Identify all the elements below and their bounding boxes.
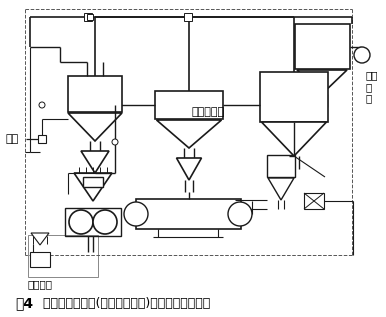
Bar (87, 14, 93, 20)
Bar (260, 72, 328, 122)
Bar (83, 177, 103, 187)
Text: 冷风: 冷风 (5, 134, 18, 144)
Polygon shape (74, 173, 112, 201)
Text: 入水
泥
库: 入水 泥 库 (365, 70, 378, 104)
Circle shape (354, 47, 370, 63)
Circle shape (93, 210, 117, 234)
Polygon shape (297, 70, 347, 94)
Circle shape (124, 202, 148, 226)
Bar (30, 252, 50, 267)
Bar (267, 155, 295, 177)
Text: 辊压机和球磨机(带涡流选粉机)联合粉磨系统流程: 辊压机和球磨机(带涡流选粉机)联合粉磨系统流程 (35, 297, 210, 310)
Bar (184, 13, 192, 21)
Text: 自配料站: 自配料站 (28, 279, 53, 289)
Text: 图4: 图4 (15, 296, 33, 310)
Bar (155, 91, 223, 119)
Bar (295, 24, 350, 69)
Text: 涡流选粉机: 涡流选粉机 (192, 107, 225, 117)
Circle shape (112, 139, 118, 145)
Circle shape (39, 102, 45, 108)
Polygon shape (176, 158, 201, 180)
Bar (136, 199, 241, 229)
Polygon shape (261, 122, 327, 156)
Polygon shape (68, 113, 122, 141)
Bar (84, 13, 92, 21)
Polygon shape (81, 151, 109, 173)
Bar (68, 76, 122, 112)
Bar (28, 235, 98, 277)
Polygon shape (156, 120, 222, 148)
Bar (65, 208, 121, 236)
Bar (304, 193, 324, 209)
Polygon shape (268, 178, 294, 200)
Circle shape (69, 210, 93, 234)
Circle shape (228, 202, 252, 226)
Bar (38, 135, 46, 143)
Polygon shape (31, 233, 49, 245)
